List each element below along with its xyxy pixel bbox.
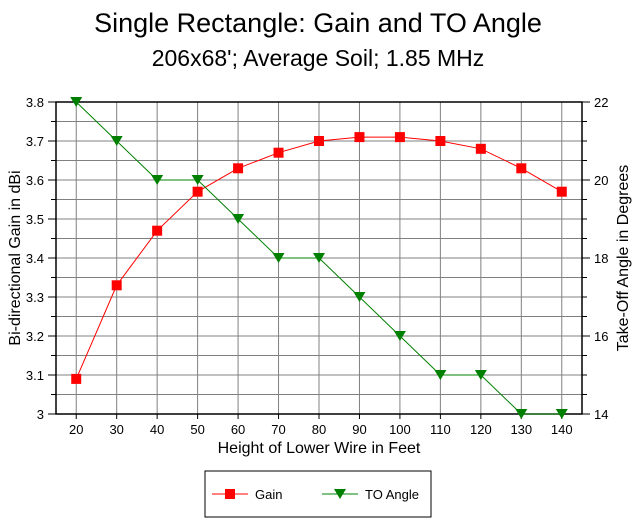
to-angle-point [110, 136, 123, 146]
gain-point [556, 186, 567, 197]
legend: Gain TO Angle [204, 470, 432, 518]
to-angle-point [313, 253, 325, 263]
x-tick-label: 100 [389, 422, 411, 437]
y-tick-label: 3.5 [26, 212, 44, 227]
y2-tick-label: 14 [594, 407, 608, 422]
gain-point [475, 143, 486, 154]
y2-tick-label: 18 [594, 251, 608, 266]
gain-point [314, 136, 324, 146]
x-tick-label: 140 [551, 422, 573, 437]
x-tick-label: 120 [470, 422, 492, 437]
x-tick-label: 110 [430, 422, 451, 437]
y2-tick-label: 22 [594, 95, 608, 110]
chart-subtitle: 206x68'; Average Soil; 1.85 MHz [152, 45, 485, 71]
x-tick-label: 20 [69, 422, 83, 437]
x-tick-label: 80 [312, 422, 326, 437]
gain-point [233, 163, 244, 174]
to-angle-point [70, 97, 83, 107]
to-angle-point [232, 214, 245, 224]
gain-point [192, 186, 203, 197]
to-angle-point [393, 331, 406, 341]
x-tick-label: 30 [109, 422, 123, 437]
to-angle-point [272, 253, 285, 263]
to-angle-point [191, 175, 204, 185]
x-axis-label: Height of Lower Wire in Feet [218, 440, 421, 457]
gain-point [111, 280, 122, 291]
y-tick-label: 3.1 [26, 368, 44, 383]
to-angle-point [474, 370, 487, 380]
y-tick-label: 3.4 [26, 251, 44, 266]
x-tick-label: 90 [352, 422, 366, 437]
y-tick-label: 3.6 [26, 173, 44, 188]
x-tick-label: 50 [190, 422, 204, 437]
y2-axis-label: Take-Off Angle in Degrees [615, 165, 632, 351]
gain-point [273, 147, 284, 158]
y-axis-label: Bi-directional Gain in dBi [7, 170, 24, 345]
y-tick-label: 3.2 [26, 329, 44, 344]
gain-point [152, 225, 163, 236]
to-angle-point [434, 370, 447, 380]
legend-gain-marker [225, 489, 235, 499]
x-tick-label: 40 [150, 422, 164, 437]
to-angle-point [515, 409, 528, 419]
y-tick-label: 3.7 [26, 134, 44, 149]
to-angle-point [353, 292, 366, 302]
gain-point [435, 136, 446, 146]
y-tick-label: 3.3 [26, 290, 44, 305]
x-tick-label: 70 [271, 422, 285, 437]
legend-to-angle-label: TO Angle [365, 487, 419, 502]
to-angle-point [555, 409, 568, 419]
y-tick-label: 3.8 [26, 95, 44, 110]
gain-point [71, 373, 82, 384]
chart-title: Single Rectangle: Gain and TO Angle [94, 8, 542, 38]
y-tick-label: 3 [37, 407, 44, 422]
y2-tick-label: 16 [594, 329, 608, 344]
to-angle-point [151, 175, 164, 185]
legend-gain-label: Gain [255, 487, 282, 502]
gain-point [394, 132, 405, 143]
x-tick-label: 130 [510, 422, 532, 437]
gain-point [354, 132, 365, 143]
x-tick-label: 60 [231, 422, 245, 437]
legend-to-angle-marker [334, 489, 346, 499]
gain-point [516, 163, 527, 174]
y2-tick-label: 20 [594, 173, 608, 188]
